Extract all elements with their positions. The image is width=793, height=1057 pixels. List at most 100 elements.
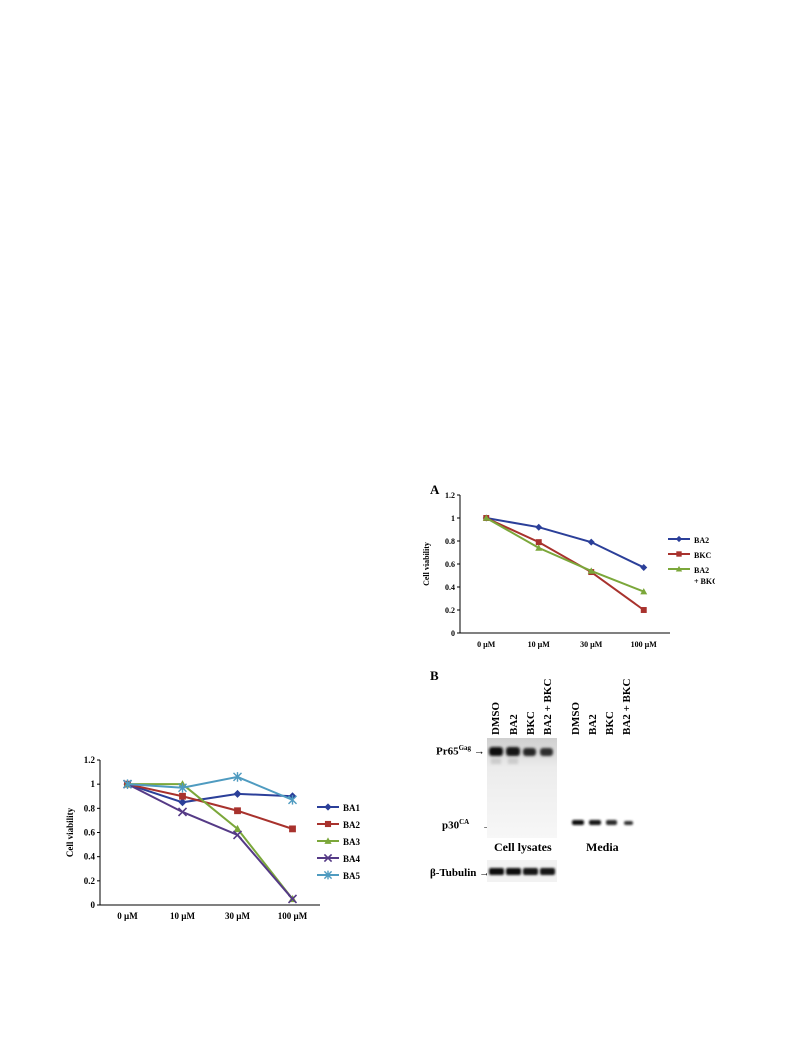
series-line — [485, 517, 645, 611]
lane-header: DMSO — [490, 702, 502, 735]
pr65-gag-label: Pr65Gag → — [436, 744, 485, 758]
p30-superscript: CA — [459, 818, 470, 826]
data-point-triangle — [324, 837, 332, 844]
y-tick-label: 1.2 — [84, 755, 96, 765]
caption-cell-lysates: Cell lysates — [494, 840, 552, 854]
data-point-star — [323, 870, 333, 880]
series-line — [127, 775, 293, 801]
p30-text: p30 — [442, 819, 460, 832]
y-tick-label: 0.6 — [445, 560, 455, 569]
legend-label: BA2 — [343, 820, 361, 830]
data-point-triangle — [535, 544, 543, 551]
p30-ca-label: p30CA → — [442, 818, 493, 832]
data-point-square — [179, 792, 186, 800]
x-tick-label: 30 µM — [225, 911, 250, 921]
data-point-diamond — [640, 563, 648, 571]
series-line — [485, 517, 645, 593]
panel-letter-a: A — [430, 482, 440, 497]
arrow-icon: → — [479, 867, 491, 879]
y-tick-label: 1.2 — [445, 491, 455, 500]
lane-header: BKC — [604, 711, 616, 735]
caption-media: Media — [586, 840, 619, 854]
data-point-diamond — [324, 803, 332, 811]
data-point-x — [323, 853, 333, 863]
blot-media — [572, 820, 633, 825]
data-point-square — [676, 551, 682, 557]
y-tick-label: 0.8 — [84, 803, 96, 813]
lane-header: DMSO — [570, 702, 582, 735]
data-point-triangle — [233, 824, 242, 833]
data-point-square — [234, 807, 241, 815]
blot-tubulin — [487, 860, 557, 882]
data-point-square — [535, 539, 542, 546]
lane-header: BA2 + BKC — [621, 678, 633, 735]
y-tick-label: 0.2 — [445, 606, 455, 615]
data-point-star — [178, 782, 187, 793]
data-point-x — [177, 807, 188, 817]
data-point-triangle — [587, 567, 595, 574]
data-point-diamond — [535, 523, 543, 531]
y-axis-label: Cell viability — [65, 807, 75, 857]
data-point-diamond — [587, 538, 595, 546]
data-point-star — [233, 772, 242, 782]
data-point-square — [640, 607, 647, 613]
y-axis-label: Cell viability — [422, 542, 431, 586]
legend-label: BA5 — [343, 871, 361, 881]
data-point-x — [232, 830, 243, 840]
x-tick-label: 0 µM — [117, 911, 138, 921]
legend-label: + BKC — [694, 577, 715, 586]
y-tick-label: 0.2 — [84, 876, 96, 886]
y-tick-label: 1 — [91, 779, 96, 789]
x-tick-label: 100 µM — [278, 911, 308, 921]
data-point-diamond — [178, 798, 187, 807]
series-line — [486, 517, 645, 569]
x-tick-label: 0 µM — [477, 640, 496, 649]
y-tick-label: 0.8 — [445, 537, 455, 546]
x-tick-label: 10 µM — [528, 640, 551, 649]
chart-ba1-ba5: 0 0.2 0.4 0.6 0.8 1 1.2 0 µM 10 µM 30 µM 100 µM Cel… — [65, 755, 361, 921]
legend-label: BA1 — [343, 803, 361, 813]
lane-headers-media: DMSO BA2 BKC BA2 + BKC — [565, 678, 635, 735]
y-tick-label: 0.4 — [445, 583, 455, 592]
y-tick-label: 0 — [451, 629, 455, 638]
data-point-diamond — [675, 535, 683, 543]
arrow-icon: → — [473, 745, 485, 758]
legend-label: BA3 — [343, 837, 361, 847]
pr65-text: Pr65 — [436, 745, 459, 758]
data-point-triangle — [675, 565, 683, 572]
lane-header: BA2 — [508, 714, 520, 735]
x-tick-label: 10 µM — [170, 911, 195, 921]
lane-header: BA2 — [587, 714, 599, 735]
data-point-square — [324, 820, 332, 828]
chart-ba2-bkc: 0 0.2 0.4 0.6 0.8 1 1.2 0 µM 10 µM 30 µM 100 µM Cel… — [422, 491, 715, 649]
pr65-superscript: Gag — [458, 744, 472, 752]
tubulin-text: β-Tubulin — [430, 867, 477, 879]
y-tick-label: 1 — [451, 514, 455, 523]
x-tick-label: 100 µM — [631, 640, 658, 649]
y-tick-label: 0.6 — [84, 828, 96, 838]
x-tick-label: 30 µM — [580, 640, 603, 649]
series-line — [127, 783, 294, 900]
data-point-star — [288, 795, 297, 805]
panel-letter-b: B — [430, 668, 439, 683]
data-point-triangle — [482, 514, 490, 521]
blot-cell-lysates — [487, 738, 557, 838]
data-point-triangle — [640, 588, 648, 595]
lane-header: BA2 + BKC — [542, 678, 554, 735]
series-line — [127, 783, 293, 804]
legend-label: BA4 — [343, 854, 361, 864]
series-line — [127, 783, 293, 830]
legend-label: BA2 — [694, 536, 709, 545]
legend-label: BA2 — [694, 566, 709, 575]
lane-headers-lysates: DMSO BA2 BKC BA2 + BKC — [490, 678, 560, 735]
data-point-square — [289, 825, 296, 833]
data-point-star — [123, 779, 132, 789]
lane-header: BKC — [525, 711, 537, 735]
data-point-x — [287, 894, 298, 904]
series-line — [127, 783, 294, 900]
data-point-diamond — [233, 789, 242, 798]
beta-tubulin-label: β-Tubulin → — [430, 867, 490, 879]
legend-label: BKC — [694, 551, 712, 560]
y-tick-label: 0.4 — [84, 852, 96, 862]
y-tick-label: 0 — [91, 900, 96, 910]
